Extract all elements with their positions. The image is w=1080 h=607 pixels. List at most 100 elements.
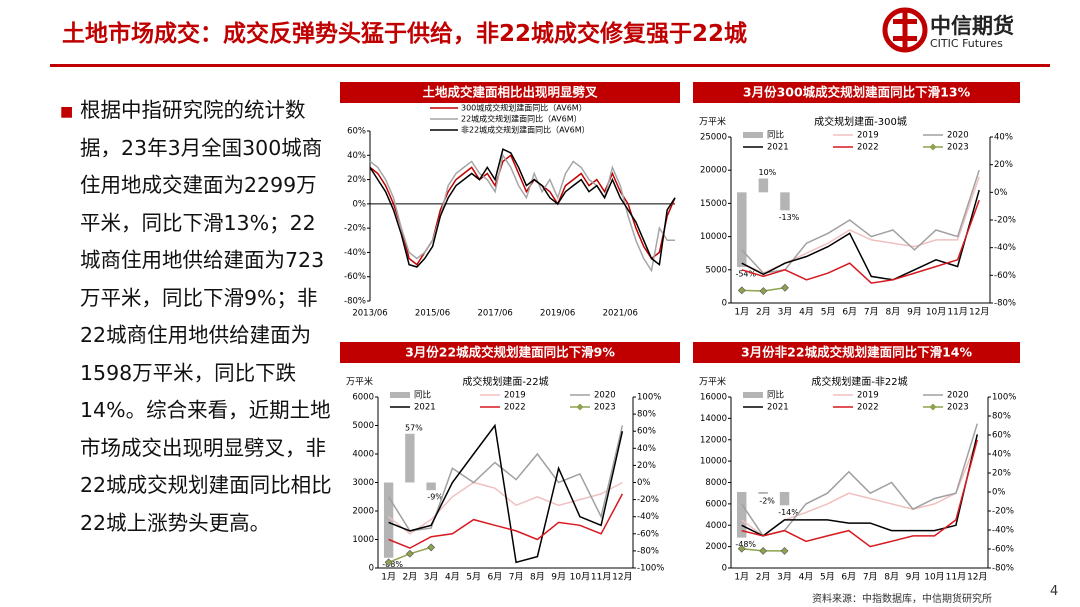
x-tick-label: 9月 [906,572,921,583]
y2-tick-label: -40% [994,243,1016,253]
legend-label: 2020 [947,131,969,141]
chart: 3月份22城成交规划建面同比下滑9% 成交规划建面-22城 万平米 0 1000 2000… [340,342,680,583]
bar [737,192,747,268]
bar [758,178,769,193]
y-tick-label: 2000 [705,542,727,552]
y-tick-label: 10000 [700,457,727,467]
y-tick-label: 60% [347,127,366,137]
y2-tick-label: -80% [992,564,1014,574]
page-number: 4 [1050,584,1059,599]
legend-label: 2021 [767,143,789,153]
x-tick-label: 4月 [445,572,460,583]
legend-swatch [743,392,763,398]
body-text: 根据中指研究院的统计数据，23年3月全国300城商住用地成交建面为2299万平米… [80,98,332,535]
x-tick-label: 2013/06 [352,309,387,319]
y-tick-label: 0 [722,564,727,574]
y-tick-label: 25000 [700,133,727,143]
x-tick-label: 10月 [924,572,944,583]
legend-label: 2023 [947,143,969,153]
legend-label: 同比 [414,390,431,401]
x-tick-label: 6月 [488,572,503,583]
y-tick-label: 6000 [705,499,727,509]
y-tick-label: 16000 [700,393,727,403]
y-tick-label: 14000 [700,414,727,424]
x-tick-label: 2月 [756,572,771,583]
x-tick-label: 9月 [551,572,566,583]
y-tick-label: 3000 [352,478,374,488]
y2-tick-label: 100% [992,393,1016,403]
x-tick-label: 4月 [799,307,814,318]
data-label: 10% [758,168,776,177]
data-label: -13% [779,213,800,222]
title-bar [693,82,1020,103]
legend-label: 2020 [947,391,969,401]
slide-title: 土地市场成交：成交反弹势头猛于供给，非22城成交修复强于22城 [62,21,748,47]
source: 资料来源：中指数据库，中信期货研究所 [812,594,992,605]
y-tick-label: 5000 [352,421,374,431]
y-tick-label: 0 [722,299,727,309]
y-axis-label: 万平米 [699,116,726,128]
legend-label: 2021 [414,403,436,413]
legend-label: 2019 [504,391,526,401]
y2-tick-label: 100% [637,393,661,403]
series-line [741,434,979,537]
bar [736,492,747,538]
legend-label: 2020 [594,391,616,401]
legend-label: 非22城成交规划建面同比（AV6M） [461,125,590,135]
x-tick-label: 12月 [969,307,989,318]
x-tick-label: 7月 [863,572,878,583]
series-line [741,439,978,537]
marker [759,287,768,295]
y-tick-label: 20% [347,175,366,185]
bar [780,192,790,211]
y-tick-label: 4000 [705,521,727,531]
y2-tick-label: 80% [637,410,656,420]
title-bar [693,342,1020,363]
series-line [369,148,676,268]
chart-title: 土地成交建面相比出现明显劈叉 [422,85,598,100]
series-line [741,199,980,284]
x-tick-label: 6月 [841,572,856,583]
marker [737,286,746,295]
y2-tick-label: 40% [992,450,1011,460]
logo-text: 中信期货 [930,14,1014,38]
legend-label: 同比 [767,130,784,141]
y2-tick-label: 20% [994,160,1013,170]
y2-tick-label: 60% [637,427,656,437]
data-label: -54% [735,270,756,279]
y2-tick-label: 20% [992,469,1011,479]
title-bar [340,82,680,103]
series-line [369,153,675,273]
marker [759,546,768,555]
y-tick-label: 15000 [700,199,727,209]
chart-title: 3月份22城成交规划建面同比下滑9% [405,345,615,360]
x-tick-label: 2015/06 [415,309,450,319]
y2-tick-label: 0% [994,188,1008,198]
y-tick-label: 2000 [352,507,374,517]
chart: 3月份非22城成交规划建面同比下滑14% 成交规划建面-非22城 万平米 0 2000 4… [693,342,1020,583]
legend-marker [576,403,584,411]
y-tick-label: -20% [344,224,366,234]
series-line [388,423,624,564]
x-tick-label: 2017/06 [477,309,512,319]
y2-tick-label: -60% [992,545,1014,555]
y2-tick-label: 60% [992,431,1011,441]
y2-tick-label: 40% [994,133,1013,143]
x-tick-label: 11月 [591,572,611,583]
y2-tick-label: -40% [637,512,659,522]
chart-subtitle: 成交规划建面-22城 [462,375,548,388]
data-label: -14% [778,508,799,517]
marker [737,544,746,553]
x-tick-label: 10月 [926,307,946,318]
logo-subtext: CITIC Futures [930,37,1003,50]
marker [780,546,789,555]
header-rule [50,64,1050,67]
marker [781,283,789,292]
y2-tick-label: -20% [994,216,1016,226]
x-tick-label: 11月 [947,307,967,318]
y-tick-label: 0 [369,564,374,574]
x-tick-label: 10月 [570,572,590,583]
series-line [741,423,979,537]
